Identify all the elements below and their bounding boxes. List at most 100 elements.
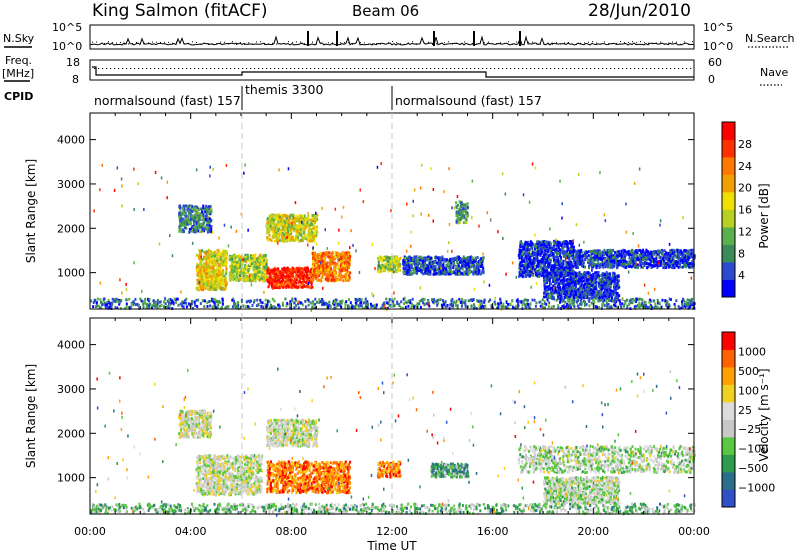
power-cell [238,271,241,275]
power-cell [236,270,239,274]
power-cell [313,234,316,238]
power-cell [566,249,569,253]
power-cell [548,258,551,261]
power-cell [467,268,470,271]
power-cell [304,219,307,223]
power-cell [531,241,534,245]
power-cell [538,263,541,267]
power-cell [531,249,534,253]
power-cell [380,264,383,268]
power-cell [210,227,213,231]
nave-dot [506,68,508,69]
power-cell [326,261,329,264]
power-cell [312,279,315,283]
power-cell [183,220,186,224]
nave-dot [302,68,304,69]
noise-search-dot [312,41,313,43]
power-cell [476,256,479,259]
power-cell [202,283,205,286]
power-cell [529,274,532,278]
nave-dot [594,68,596,69]
power-cell [321,252,324,256]
power-cell [567,248,570,252]
power-cell [449,257,452,261]
noise-search-dot [200,43,201,45]
power-cell [195,209,198,213]
power-cell [537,246,540,250]
power-cell [548,253,551,257]
power-cell [346,278,349,282]
power-cell [279,239,282,242]
power-cell [302,215,305,218]
power-cell [478,269,481,273]
nave-dot [522,68,524,69]
power-cell [286,269,289,273]
power-cell [224,277,227,281]
power-cell [518,266,521,270]
power-cell [276,237,279,241]
power-cell [257,255,260,259]
cpid-segment-2: themis 3300 [245,82,324,97]
power-cell [528,265,531,268]
power-cell [288,268,291,272]
power-cell [300,218,303,222]
noise-search-dot [236,43,237,45]
power-cell [308,280,311,283]
power-cell [452,258,455,262]
power-cell [267,285,270,289]
power-cell [474,270,477,274]
power-cell [534,272,537,275]
power-cell [281,228,284,232]
power-cell [448,269,451,273]
power-cell [411,272,414,276]
power-cell [217,281,220,285]
power-cell [521,264,524,268]
power-cell [471,259,474,262]
noise-search-dot [444,42,445,44]
power-cell [557,262,560,266]
power-cell [543,264,546,268]
power-cell [234,264,237,267]
nave-dot [622,68,624,69]
power-cell [285,224,288,228]
power-cell [273,280,276,284]
power-cell [189,220,192,224]
power-cell [311,269,314,273]
power-cell [202,273,205,276]
power-cell [385,262,388,265]
noise-search-dot [456,42,457,44]
noise-search-dot [580,42,581,44]
noise-search-dot [676,41,677,43]
power-cell [388,264,391,268]
power-cell [263,279,266,282]
power-cell [253,265,256,269]
power-cell [421,263,424,267]
power-cell [343,260,346,264]
noise-search-dot [396,42,397,44]
noise-search-dot [104,43,105,44]
power-cell [582,261,585,265]
power-cell [422,258,425,262]
power-cell [557,243,560,247]
power-cell [395,270,398,273]
power-cell [466,265,469,269]
power-cell [672,252,675,256]
power-cell [346,266,349,269]
power-cell [224,281,227,285]
power-cell [455,220,458,224]
power-cell [204,210,207,214]
noise-search-dot [356,41,357,43]
power-cell [403,266,406,270]
power-cell [572,253,575,257]
power-cell [327,267,330,271]
power-cell [528,257,531,261]
power-cell [283,269,286,273]
noise-search-dot [496,43,497,45]
power-cell [285,274,288,278]
power-cell [219,253,222,256]
power-cell [544,252,547,256]
power-cell [229,278,232,282]
power-cell [263,275,266,279]
power-cell [251,276,254,280]
power-cell [536,256,539,260]
